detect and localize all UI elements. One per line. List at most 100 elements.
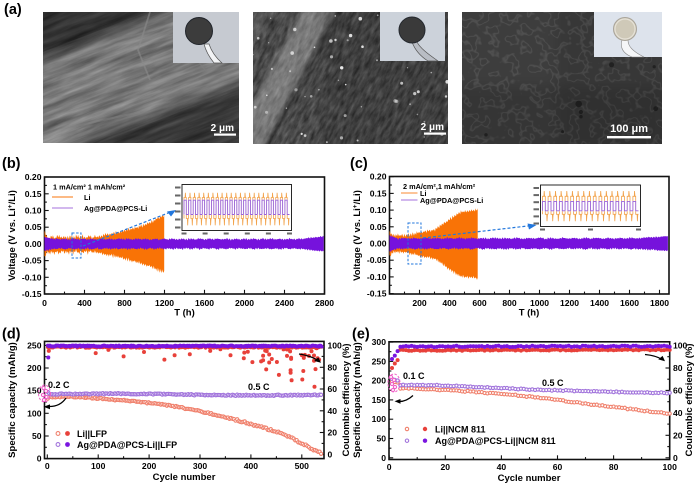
svg-text:100: 100: [328, 341, 343, 351]
svg-text:1600: 1600: [195, 298, 214, 308]
svg-text:50: 50: [376, 434, 386, 444]
svg-text:0: 0: [673, 453, 678, 463]
svg-text:0: 0: [42, 298, 47, 308]
svg-text:-0.05: -0.05: [22, 256, 42, 266]
svg-text:Ag@PDA@PCS-Li||LFP: Ag@PDA@PCS-Li||LFP: [77, 440, 177, 450]
svg-text:1600: 1600: [620, 298, 639, 308]
svg-text:100: 100: [372, 414, 387, 424]
svg-text:600: 600: [472, 298, 487, 308]
svg-text:100: 100: [91, 461, 106, 471]
svg-text:0.5 C: 0.5 C: [248, 382, 270, 392]
svg-text:Li: Li: [420, 189, 427, 198]
svg-text:2 μm: 2 μm: [421, 122, 444, 133]
svg-text:80: 80: [328, 362, 338, 372]
svg-text:100: 100: [27, 408, 42, 418]
svg-text:800: 800: [117, 298, 132, 308]
svg-text:-0.10: -0.10: [367, 272, 387, 282]
svg-text:60: 60: [553, 462, 563, 472]
svg-text:80: 80: [609, 462, 619, 472]
svg-text:(d): (d): [2, 327, 21, 343]
svg-text:60: 60: [328, 384, 338, 394]
svg-text:2400: 2400: [275, 298, 294, 308]
svg-text:100: 100: [673, 341, 688, 351]
svg-text:250: 250: [372, 356, 387, 366]
svg-text:300: 300: [372, 337, 387, 347]
svg-text:Ag@PDA@PCS-Li||NCM 811: Ag@PDA@PCS-Li||NCM 811: [435, 436, 556, 446]
svg-text:100: 100: [663, 462, 678, 472]
svg-text:-0.15: -0.15: [367, 289, 387, 299]
svg-text:40: 40: [497, 462, 507, 472]
svg-text:0.00: 0.00: [370, 239, 387, 249]
svg-text:Coulombic efficiency (%): Coulombic efficiency (%): [684, 344, 695, 457]
svg-text:1200: 1200: [155, 298, 174, 308]
svg-text:(a): (a): [4, 2, 22, 18]
svg-text:20: 20: [328, 428, 338, 438]
svg-text:40: 40: [673, 408, 683, 418]
svg-text:Voltage (V vs. Li+/Li): Voltage (V vs. Li+/Li): [352, 190, 363, 281]
svg-text:Li||NCM 811: Li||NCM 811: [435, 425, 486, 435]
svg-text:2 mA/cm²,1 mAh/cm²: 2 mA/cm²,1 mAh/cm²: [403, 182, 476, 191]
svg-text:(b): (b): [2, 156, 21, 172]
svg-text:0.20: 0.20: [25, 172, 42, 182]
svg-text:0.05: 0.05: [370, 222, 387, 232]
svg-text:400: 400: [77, 298, 92, 308]
svg-text:Voltage (V vs. Li+/Li): Voltage (V vs. Li+/Li): [7, 190, 18, 281]
svg-text:20: 20: [441, 462, 451, 472]
svg-text:Ag@PDA@PCS-Li: Ag@PDA@PCS-Li: [84, 204, 147, 213]
svg-text:0.15: 0.15: [370, 188, 387, 198]
svg-text:-0.10: -0.10: [22, 272, 42, 282]
svg-text:Cycle number: Cycle number: [498, 473, 561, 484]
svg-text:0.10: 0.10: [370, 205, 387, 215]
svg-text:-0.05: -0.05: [367, 255, 387, 265]
svg-text:0: 0: [381, 453, 386, 463]
svg-text:300: 300: [193, 461, 208, 471]
svg-text:0.1 C: 0.1 C: [403, 371, 425, 381]
svg-text:150: 150: [372, 395, 387, 405]
svg-text:250: 250: [27, 340, 42, 350]
svg-text:2000: 2000: [235, 298, 254, 308]
svg-text:200: 200: [27, 363, 42, 373]
svg-text:0.2 C: 0.2 C: [48, 380, 70, 390]
svg-text:1400: 1400: [590, 298, 609, 308]
svg-text:500: 500: [295, 461, 310, 471]
svg-text:0: 0: [37, 454, 42, 464]
svg-text:0.10: 0.10: [25, 206, 42, 216]
svg-text:1000: 1000: [530, 298, 549, 308]
svg-text:Ag@PDA@PCS-Li: Ag@PDA@PCS-Li: [420, 196, 483, 205]
svg-text:Coulombic efficiency (%): Coulombic efficiency (%): [341, 344, 352, 457]
svg-text:0.5 C: 0.5 C: [542, 378, 564, 388]
svg-text:Cycle number: Cycle number: [153, 472, 216, 483]
svg-text:0.05: 0.05: [25, 222, 42, 232]
svg-text:200: 200: [412, 298, 427, 308]
svg-text:1200: 1200: [560, 298, 579, 308]
svg-text:0: 0: [387, 462, 392, 472]
svg-text:200: 200: [372, 376, 387, 386]
svg-text:1800: 1800: [650, 298, 669, 308]
svg-text:(c): (c): [350, 156, 368, 172]
svg-text:2 μm: 2 μm: [211, 123, 234, 134]
svg-text:0: 0: [45, 461, 50, 471]
svg-text:Li: Li: [84, 193, 91, 202]
svg-text:Specific capacity (mAh/g): Specific capacity (mAh/g): [352, 342, 363, 458]
svg-text:1 mA/cm² 1 mAh/cm²: 1 mA/cm² 1 mAh/cm²: [53, 183, 126, 192]
svg-text:T (h): T (h): [519, 308, 540, 319]
svg-text:0.15: 0.15: [25, 189, 42, 199]
svg-text:400: 400: [244, 461, 259, 471]
svg-text:800: 800: [502, 298, 517, 308]
svg-text:(e): (e): [352, 327, 370, 343]
svg-text:0.20: 0.20: [370, 172, 387, 182]
svg-text:Li||LFP: Li||LFP: [77, 429, 107, 439]
svg-text:150: 150: [27, 386, 42, 396]
svg-text:200: 200: [142, 461, 157, 471]
svg-text:80: 80: [673, 363, 683, 373]
svg-text:50: 50: [32, 431, 42, 441]
svg-text:40: 40: [328, 406, 338, 416]
svg-text:Specific capacity (mAh/g): Specific capacity (mAh/g): [7, 342, 18, 458]
svg-text:20: 20: [673, 430, 683, 440]
svg-text:-0.15: -0.15: [22, 289, 42, 299]
svg-text:100 μm: 100 μm: [610, 123, 648, 135]
svg-text:400: 400: [442, 298, 457, 308]
svg-text:T (h): T (h): [174, 308, 195, 319]
svg-text:2800: 2800: [315, 298, 334, 308]
svg-text:60: 60: [673, 385, 683, 395]
